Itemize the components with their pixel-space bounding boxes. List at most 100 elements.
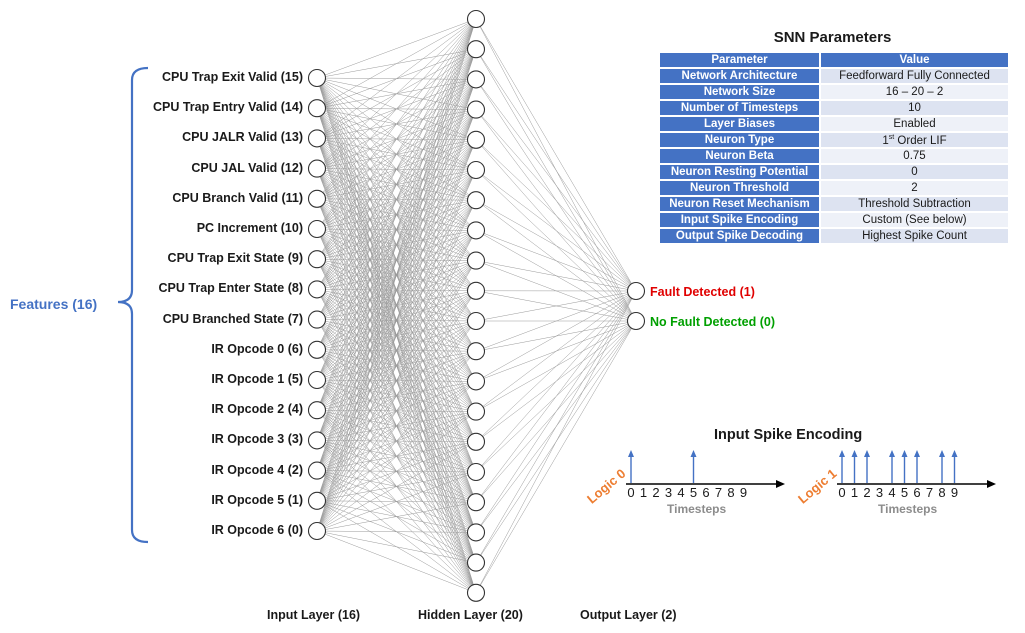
logic0-spike-head	[628, 450, 634, 457]
logic1-axis-arrow	[987, 480, 996, 488]
feature-label: IR Opcode 2 (4)	[211, 402, 303, 417]
logic1-tick-label: 7	[925, 485, 934, 500]
input-hidden-connection	[316, 18, 477, 381]
input-neuron	[307, 250, 327, 269]
params-row: Neuron Reset Mechanism Threshold Subtract…	[660, 197, 1008, 211]
hidden-output-connection	[475, 260, 637, 292]
param-value: 0	[821, 165, 1008, 179]
hidden-neuron	[466, 342, 486, 361]
logic1-tick-label: 8	[938, 485, 946, 500]
input-hidden-connection	[316, 18, 477, 169]
hidden-output-connection	[475, 290, 637, 593]
output-neuron-no-fault	[626, 311, 646, 331]
hidden-output-connection	[475, 290, 637, 533]
hidden-neuron	[466, 100, 486, 119]
input-hidden-connection	[316, 441, 477, 532]
feature-label: CPU JALR Valid (13)	[182, 130, 303, 145]
logic1-spike-head	[914, 450, 920, 457]
logic1-spike-head	[864, 450, 870, 457]
input-neuron	[307, 219, 327, 239]
logic0-tick-label: 0	[627, 485, 635, 500]
input-hidden-connection	[316, 18, 477, 199]
hidden-layer-label: Hidden Layer (20)	[418, 608, 523, 622]
feature-label: IR Opcode 0 (6)	[211, 341, 303, 356]
input-hidden-connection	[316, 18, 477, 230]
params-row: Neuron Resting Potential 0	[660, 165, 1008, 179]
hidden-neuron	[466, 70, 486, 89]
logic1-spike-head	[851, 450, 858, 457]
hidden-neuron	[466, 130, 486, 149]
features-brace	[117, 66, 149, 544]
output-no-fault-label: No Fault Detected (0)	[650, 315, 776, 329]
hidden-output-connection	[475, 290, 637, 503]
params-row: Output Spike Decoding Highest Spike Count	[660, 229, 1008, 243]
logic1-tick-label: 9	[950, 485, 959, 500]
input-hidden-connection	[316, 290, 477, 532]
hidden-output-connection	[475, 169, 637, 292]
param-value: 2	[821, 181, 1008, 195]
output-layer-label: Output Layer (2)	[580, 608, 677, 622]
params-row: Neuron Beta 0.75	[660, 149, 1008, 163]
output-neuron-fault	[626, 281, 646, 301]
logic0-tick-label: 9	[739, 485, 748, 500]
params-table: Parameter Value Network Architecture Feed…	[658, 51, 1010, 245]
logic1-tick-label: 2	[863, 485, 871, 500]
hidden-neuron	[466, 311, 486, 331]
spike-encoding-plots	[626, 450, 996, 488]
input-hidden-connection	[316, 411, 477, 532]
hidden-output-connection	[475, 290, 637, 473]
param-name: Layer Biases	[660, 117, 819, 131]
hidden-neuron	[466, 553, 486, 572]
input-neuron	[307, 431, 327, 450]
logic1-tick-label: 3	[875, 485, 884, 500]
input-neuron	[307, 370, 327, 390]
input-hidden-connection	[316, 139, 477, 532]
feature-label: CPU Branched State (7)	[162, 311, 303, 326]
params-row: Neuron Threshold 2	[660, 181, 1008, 195]
param-name: Output Spike Decoding	[660, 229, 819, 243]
logic1-tick-label: 0	[838, 485, 846, 500]
feature-label: IR Opcode 6 (0)	[211, 523, 303, 537]
params-row: Input Spike Encoding Custom (See below)	[660, 213, 1008, 227]
hidden-output-connection	[475, 18, 637, 292]
param-value: 1st Order LIF	[821, 133, 1008, 147]
logic0-spike-head	[690, 450, 697, 457]
param-name: Number of Timesteps	[660, 101, 819, 115]
hidden-neuron	[466, 9, 486, 29]
input-hidden-connection	[316, 230, 477, 532]
input-neuron	[307, 401, 327, 420]
input-hidden-connection	[316, 471, 477, 532]
feature-label: CPU Trap Enter State (8)	[158, 281, 303, 296]
hidden-neuron	[466, 462, 486, 482]
input-hidden-connection	[316, 320, 477, 532]
hidden-output-connection	[475, 109, 637, 292]
params-row: Number of Timesteps 10	[660, 101, 1008, 115]
hidden-output-connection	[475, 290, 637, 563]
feature-label: CPU Branch Valid (11)	[172, 190, 303, 205]
input-hidden-connection	[316, 18, 477, 532]
feature-label: CPU Trap Entry Valid (14)	[152, 100, 303, 115]
logic0-tick-label: 1	[639, 485, 648, 500]
feature-label: IR Opcode 4 (2)	[211, 462, 303, 477]
hidden-neuron	[466, 191, 486, 210]
hidden-output-connection	[475, 199, 637, 292]
params-header-value: Value	[821, 53, 1008, 67]
logic0-tick-label: 7	[714, 485, 723, 500]
input-hidden-connection	[316, 18, 477, 109]
input-neuron	[307, 461, 327, 480]
logic1-tick-label: 6	[913, 485, 921, 500]
hidden-neuron	[466, 583, 486, 602]
params-title: SNN Parameters	[773, 29, 892, 46]
input-layer-label: Input Layer (16)	[267, 608, 361, 622]
params-row: Layer Biases Enabled	[660, 117, 1008, 131]
input-hidden-connection	[316, 18, 477, 290]
feature-label: PC Increment (10)	[196, 221, 303, 235]
input-hidden-connection	[316, 530, 477, 594]
param-name: Network Size	[660, 85, 819, 99]
feature-label: CPU Trap Exit State (9)	[167, 251, 303, 266]
params-row: Network Size 16 – 20 – 2	[660, 85, 1008, 99]
input-neuron	[307, 280, 327, 299]
logic1-tick-label: 5	[900, 485, 909, 500]
feature-label: CPU JAL Valid (12)	[191, 160, 303, 175]
input-hidden-connection	[316, 18, 477, 350]
